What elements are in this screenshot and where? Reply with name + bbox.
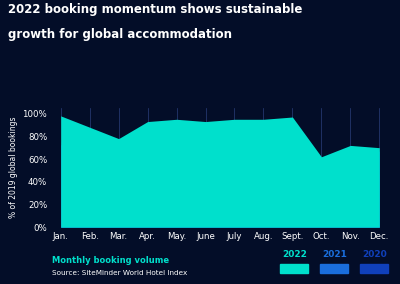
Y-axis label: % of 2019 global bookings: % of 2019 global bookings — [9, 117, 18, 218]
Text: 2022: 2022 — [282, 250, 307, 259]
Text: 2022 booking momentum shows sustainable: 2022 booking momentum shows sustainable — [8, 3, 302, 16]
Text: Monthly booking volume: Monthly booking volume — [52, 256, 169, 265]
Text: 2021: 2021 — [322, 250, 347, 259]
Text: Source: SiteMinder World Hotel Index: Source: SiteMinder World Hotel Index — [52, 270, 187, 276]
Text: 2020: 2020 — [362, 250, 387, 259]
Text: growth for global accommodation: growth for global accommodation — [8, 28, 232, 41]
